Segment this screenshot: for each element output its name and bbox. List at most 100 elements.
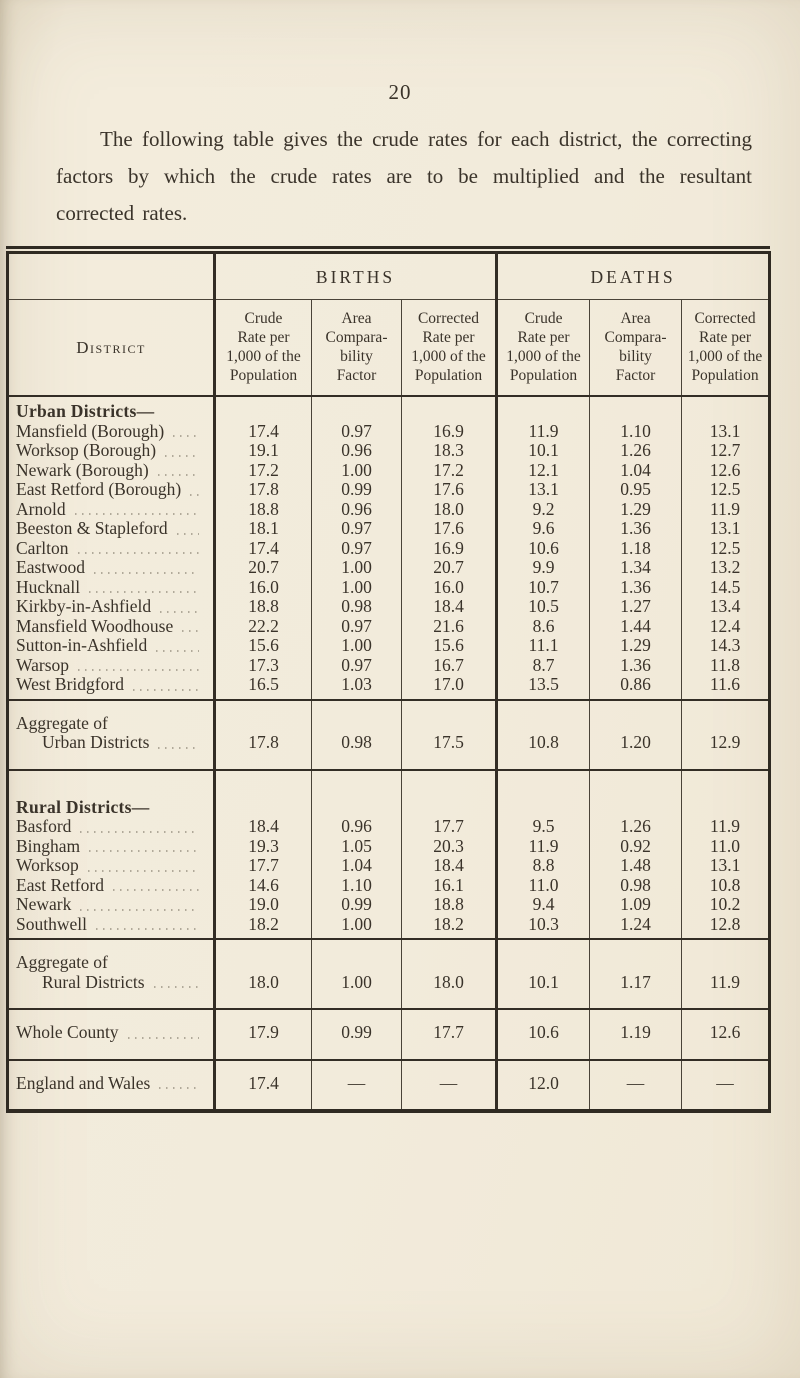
district-line: East Retford (Borough): [16, 479, 209, 500]
page-number: 20: [388, 80, 412, 104]
table-row: East Retford 14.6 1.10 16.1 11.0 0.98 10.8: [7, 875, 770, 895]
table-row: Carlton 17.4 0.97 16.9 10.6 1.18 12.5: [7, 538, 770, 559]
district-line: Carlton: [16, 538, 209, 559]
rate-value: 12.6: [709, 459, 741, 480]
empty-cell: [496, 769, 591, 817]
rate-value: 17.6: [401, 518, 499, 539]
table-row: England and Wales 17.4— —12.0— —: [7, 1059, 770, 1111]
table-row: East Retford (Borough) 17.8 0.99 17.6 13.1 0.…: [7, 479, 770, 500]
rate-value: 0.99: [311, 894, 402, 915]
rate-value: 1.00: [311, 914, 402, 939]
group-header-row: BIRTHS DEATHS: [7, 252, 770, 300]
dot-leader: [159, 1087, 199, 1089]
rate-value: 10.7: [496, 577, 591, 597]
dot-leader: [89, 591, 199, 593]
empty-cell: [589, 396, 683, 422]
rate-value: 1.29: [589, 635, 683, 656]
rate-value: 9.6: [496, 518, 591, 539]
rate-value: 1.24: [589, 914, 683, 939]
dot-leader: [74, 513, 199, 515]
district-cell: Southwell: [7, 914, 216, 939]
rate-value: 1.05: [311, 836, 402, 856]
table-row: Eastwood 20.7 1.00 20.7 9.9 1.34 13.2: [7, 557, 770, 578]
rate-value: 18.8: [401, 894, 499, 915]
district-cell: Warsop: [7, 654, 216, 675]
rate-value: 1.34: [589, 557, 683, 578]
corner-cell: [7, 252, 216, 300]
district-name: East Retford (Borough): [16, 479, 182, 499]
district-name: Warsop: [16, 654, 70, 675]
rate-value: 17.3: [214, 655, 312, 675]
dot-leader: [95, 928, 199, 930]
rate-value: 17.7: [214, 855, 312, 876]
rate-value: 18.0: [401, 939, 499, 1009]
district-line: Worksop (Borough): [16, 440, 209, 461]
dot-leader: [156, 649, 199, 652]
rate-value: 13.5: [496, 674, 591, 700]
rate-value: 18.0: [401, 499, 499, 519]
district-line: Mansfield (Borough): [16, 421, 209, 442]
district-name: Newark (Borough): [16, 459, 149, 480]
table-row: Warsop 17.3 0.97 16.7 8.7 1.36 11.8: [7, 654, 770, 675]
empty-cell: [214, 396, 312, 422]
dot-leader: [158, 746, 199, 749]
table-section: Whole County 17.9 0.99 17.7 10.6 1.19 12.6: [7, 1009, 770, 1060]
empty-cell: [496, 396, 591, 422]
intro-paragraph: The following table gives the crude rate…: [56, 127, 752, 225]
rate-value: 11.6: [710, 674, 741, 694]
rate-value: 1.00: [311, 577, 402, 597]
rate-value: 16.0: [401, 577, 499, 597]
table-row: Newark 19.0 0.99 18.8 9.4 1.09 10.2: [7, 894, 770, 915]
table-row: Mansfield (Borough) 17.4 0.97 16.9 11.9 1.10 1…: [7, 421, 770, 442]
district-cell: Sutton-in-Ashfield: [7, 635, 216, 656]
table-row: West Bridgford 16.5 1.03 17.0 13.5 0.86 11.6: [7, 674, 770, 700]
rate-value: 19.1: [214, 440, 312, 461]
rate-value: 1.17: [589, 939, 683, 1009]
dot-leader: [157, 474, 199, 476]
district-name: West Bridgford: [16, 674, 124, 694]
district-cell: Whole County: [7, 1009, 216, 1060]
rate-value: 11.9: [710, 498, 741, 519]
rate-value: 1.10: [311, 875, 402, 895]
rate-value: 1.44: [589, 616, 683, 636]
district-cell: Basford: [7, 816, 216, 837]
rate-value: 0.92: [589, 836, 683, 856]
rate-value: 1.18: [589, 538, 683, 558]
district-cell: Mansfield (Borough): [7, 421, 216, 442]
rate-value: 13.1: [709, 518, 741, 538]
empty-cell: [682, 770, 770, 818]
rate-value: 1.26: [589, 440, 683, 461]
district-name: Aggregate of: [16, 952, 108, 972]
rate-value: 20.3: [401, 836, 499, 856]
rate-value: 10.6: [496, 1009, 591, 1060]
rate-value: 1.19: [589, 1009, 683, 1060]
rate-value: 12.7: [709, 440, 741, 460]
rate-value: 18.2: [401, 914, 499, 939]
rate-value: 18.4: [401, 855, 499, 876]
rate-value: 18.4: [214, 816, 312, 837]
rate-value: 17.8: [214, 479, 312, 500]
district-line: Rural Districts: [16, 972, 209, 993]
rate-value: 15.6: [214, 635, 312, 656]
empty-cell: [311, 396, 402, 422]
rate-value: 10.5: [496, 596, 591, 617]
rate-value: 1.36: [589, 518, 683, 539]
rate-value: 16.9: [401, 538, 499, 558]
district-name: Worksop: [16, 855, 79, 875]
rate-value: 1.00: [311, 460, 402, 480]
table-section: Aggregate of Urban Districts 17.8 0.98 17.5 1…: [7, 699, 770, 770]
district-cell: Carlton: [7, 538, 216, 559]
table-row: Mansfield Woodhouse 22.2 0.97 21.6 8.6 1.44 12…: [7, 616, 770, 636]
section-heading-row: Rural Districts—: [7, 769, 770, 818]
district-line: Basford: [16, 816, 209, 837]
district-cell: Kirkby-in-Ashfield: [7, 596, 216, 617]
empty-cell: [401, 769, 499, 817]
dot-leader: [173, 435, 199, 437]
rate-value: 17.2: [401, 460, 499, 480]
empty-cell: [401, 396, 499, 422]
rate-value: 0.96: [311, 440, 402, 461]
dot-leader: [160, 610, 199, 613]
district-name: Worksop (Borough): [16, 440, 157, 460]
district-cell: Newark: [7, 894, 216, 915]
rate-value: 19.3: [214, 836, 312, 856]
